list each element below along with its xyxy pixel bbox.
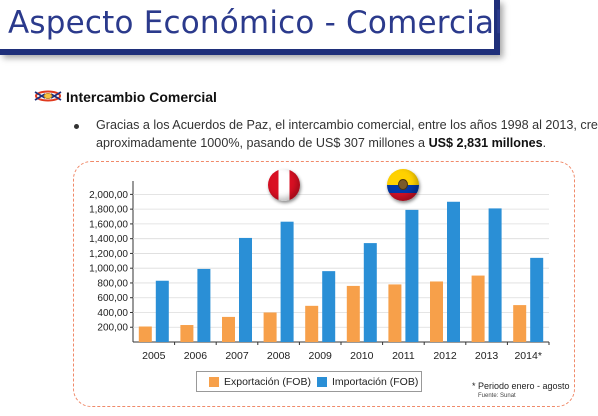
y-tick-label: 1,000,00 xyxy=(89,264,128,275)
legend-swatch-export xyxy=(209,377,219,387)
x-tick-label: 2007 xyxy=(225,350,249,362)
handshake-icon xyxy=(34,90,62,102)
export-bar xyxy=(180,325,194,342)
bullet-marker xyxy=(74,124,79,129)
import-bar xyxy=(155,280,169,342)
x-tick-label: 2006 xyxy=(184,350,208,362)
chart-footnote: * Periodo enero - agosto xyxy=(472,381,570,391)
export-bar xyxy=(305,305,319,342)
import-bar xyxy=(530,257,544,342)
ecuador-emblem xyxy=(398,179,408,190)
bullet-text-prefix: aproximadamente 1000%, pasando de US$ 30… xyxy=(96,136,429,150)
page-title: Aspecto Económico - Comercial xyxy=(8,5,504,41)
export-bar xyxy=(138,326,152,342)
import-bar xyxy=(197,268,211,342)
y-tick-label: 800,00 xyxy=(97,278,128,289)
import-bar xyxy=(405,209,419,342)
title-banner: Aspecto Económico - Comercial xyxy=(0,0,504,55)
x-tick-label: 2009 xyxy=(309,350,333,362)
export-bar xyxy=(513,305,527,342)
bullet-highlight: US$ 2,831 millones xyxy=(428,136,543,150)
y-tick-label: 400,00 xyxy=(97,308,128,319)
x-tick-label: 2008 xyxy=(267,350,291,362)
ecuador-flag-icon xyxy=(387,169,419,201)
x-tick-label: 2013 xyxy=(475,350,499,362)
x-tick-label: 2010 xyxy=(350,350,374,362)
import-bar xyxy=(363,243,377,342)
legend-label-export: Exportación (FOB) xyxy=(224,376,311,388)
x-tick-label: 2005 xyxy=(142,350,166,362)
y-tick-label: 600,00 xyxy=(97,293,128,304)
y-tick-label: 1,200,00 xyxy=(89,249,128,260)
y-tick-label: 200,00 xyxy=(97,323,128,334)
x-tick-label: 2012 xyxy=(433,350,457,362)
export-bar xyxy=(222,316,235,342)
bullet-text-line-1: Gracias a los Acuerdos de Paz, el interc… xyxy=(96,118,598,132)
y-tick-label: 1,800,00 xyxy=(89,205,128,216)
import-bar xyxy=(280,221,294,342)
export-bar xyxy=(263,312,277,342)
x-tick-label: 2014* xyxy=(514,350,541,362)
y-tick-label: 2,000,00 xyxy=(89,190,128,201)
x-tick-label: 2011 xyxy=(392,350,415,362)
chart-frame xyxy=(73,161,575,407)
export-bar xyxy=(430,281,443,342)
chart-source: Fuente: Sunat xyxy=(478,393,516,399)
legend-label-import: Importación (FOB) xyxy=(332,376,419,388)
chart-legend: Exportación (FOB) Importación (FOB) xyxy=(196,371,422,392)
import-bar xyxy=(447,201,460,342)
trade-bar-chart: 200,00 400,00 600,00 800,00 1,000,00 1,200,00… xyxy=(89,181,550,362)
import-bar xyxy=(239,237,252,342)
export-bar xyxy=(346,285,360,342)
y-tick-label: 1,600,00 xyxy=(89,219,128,230)
export-bar xyxy=(388,284,402,342)
legend-swatch-import xyxy=(317,377,327,387)
bullet-text-suffix: . xyxy=(542,136,547,150)
export-bar xyxy=(471,275,485,342)
import-bar xyxy=(488,208,502,342)
import-bar xyxy=(322,271,336,342)
peru-flag-icon xyxy=(268,169,300,201)
section-title: Intercambio Comercial xyxy=(66,89,217,105)
bullet-text-line-2: aproximadamente 1000%, pasando de US$ 30… xyxy=(96,136,546,150)
y-tick-label: 1,400,00 xyxy=(89,234,128,245)
